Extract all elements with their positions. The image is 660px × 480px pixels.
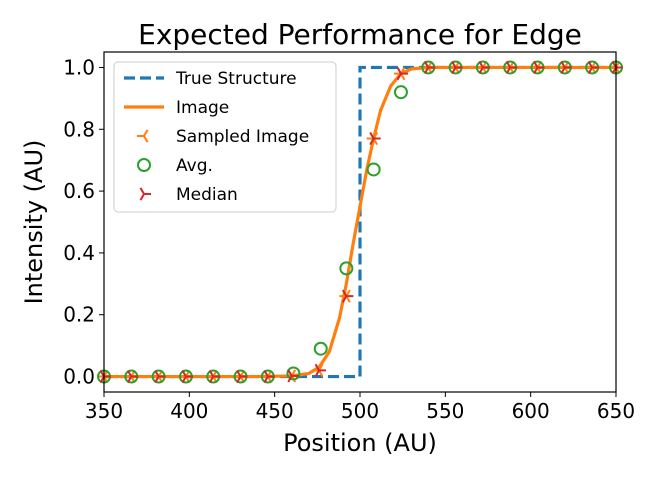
legend-label: Sampled Image <box>176 127 309 147</box>
sampled-image-point <box>393 67 406 81</box>
chart-title: Expected Performance for Edge <box>138 18 582 51</box>
x-axis-label: Position (AU) <box>283 429 437 457</box>
median-point <box>181 369 193 384</box>
median-point <box>341 289 354 303</box>
avg-point <box>286 366 301 381</box>
legend: True Structure Image Sampled Image Avg. Medi… <box>113 61 337 213</box>
y-tick-label: 1.0 <box>63 55 95 79</box>
series-layer <box>97 60 623 384</box>
avg-point <box>339 261 354 276</box>
median-point <box>533 60 545 75</box>
legend-label: Avg. <box>176 156 213 176</box>
median-point <box>314 363 327 377</box>
y-tick-label: 0.4 <box>63 241 95 265</box>
y-tick-label: 0.0 <box>63 365 95 389</box>
median-point <box>154 369 166 384</box>
legend-label: Image <box>176 98 229 118</box>
series-image <box>104 65 616 379</box>
median-point <box>560 60 572 75</box>
y-tick-label: 0.6 <box>63 179 95 203</box>
series-median <box>99 60 623 384</box>
median-point <box>208 369 221 384</box>
x-tick-label: 400 <box>170 399 208 423</box>
x-tick-label: 500 <box>341 399 379 423</box>
median-point <box>451 60 463 75</box>
median-point <box>423 60 436 75</box>
legend-handle-avg <box>137 158 151 172</box>
x-tick-label: 450 <box>256 399 294 423</box>
x-tick-label: 600 <box>512 399 550 423</box>
median-point <box>369 131 381 146</box>
sampled-image-point <box>366 131 379 146</box>
avg-point <box>393 85 408 100</box>
median-point <box>587 60 600 75</box>
median-point <box>236 369 248 384</box>
legend-handle-median <box>139 187 151 201</box>
sampled-image-point <box>339 289 351 303</box>
legend-handle-sampled-image <box>137 129 149 143</box>
x-tick-label: 350 <box>85 399 123 423</box>
median-point <box>287 369 299 383</box>
y-tick-label: 0.2 <box>63 303 95 327</box>
median-point <box>478 60 490 75</box>
legend-label: Median <box>176 185 238 205</box>
x-tick-label: 550 <box>426 399 464 423</box>
avg-point <box>366 162 381 177</box>
avg-point <box>313 341 328 356</box>
median-point <box>263 369 275 384</box>
median-point <box>126 369 139 384</box>
legend-box <box>113 61 337 213</box>
x-tick-label: 650 <box>597 399 635 423</box>
sampled-image-point <box>312 363 324 377</box>
axis-ticks: 350 400 450 500 550 600 650 0.0 0.2 0.4 0.6 0.8 1.0 <box>63 55 635 423</box>
legend-label: True Structure <box>175 69 297 89</box>
median-point <box>396 67 408 81</box>
plot-frame <box>103 51 617 393</box>
image-curve <box>104 65 616 379</box>
median-point <box>505 60 518 75</box>
y-tick-label: 0.8 <box>63 117 95 141</box>
y-axis-label: Intensity (AU) <box>20 140 48 305</box>
